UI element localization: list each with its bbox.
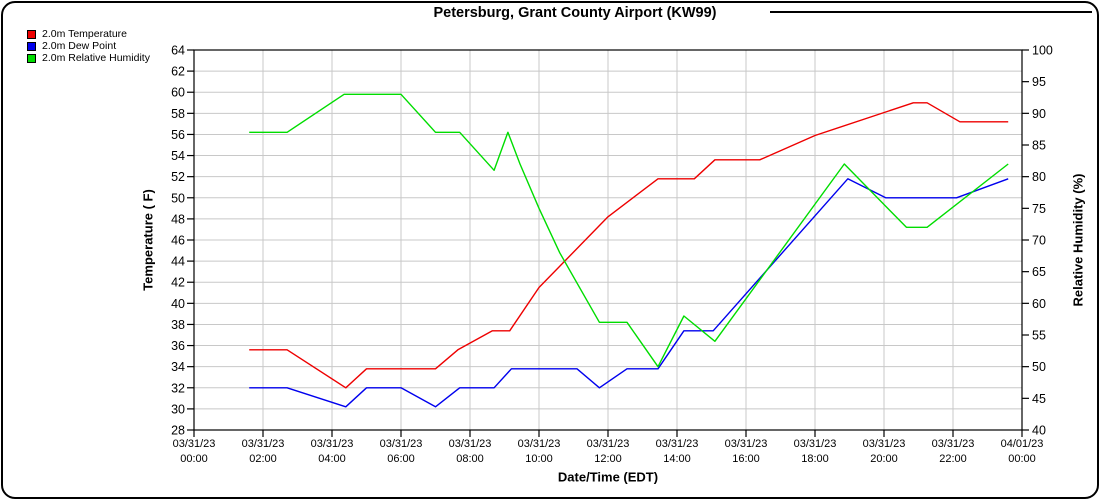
- left-tick-label: 38: [171, 318, 185, 332]
- x-tick-time-label: 22:00: [939, 453, 967, 465]
- x-tick-time-label: 14:00: [663, 453, 691, 465]
- legend-label: 2.0m Relative Humidity: [42, 52, 150, 64]
- x-tick-date-label: 03/31/23: [518, 438, 561, 450]
- x-tick-date-label: 03/31/23: [656, 438, 699, 450]
- x-tick-date-label: 04/01/23: [1001, 438, 1044, 450]
- x-tick-time-label: 18:00: [801, 453, 829, 465]
- right-tick-label: 90: [1032, 107, 1046, 121]
- right-tick-label: 40: [1032, 424, 1046, 438]
- x-axis-title: Date/Time (EDT): [557, 469, 659, 485]
- left-tick-label: 42: [171, 276, 185, 290]
- left-tick-label: 34: [171, 360, 185, 374]
- x-tick-time-label: 02:00: [249, 453, 277, 465]
- right-tick-label: 60: [1032, 297, 1046, 311]
- left-tick-label: 62: [171, 65, 185, 79]
- x-tick-date-label: 03/31/23: [587, 438, 630, 450]
- left-tick-label: 56: [171, 128, 185, 142]
- legend-label: 2.0m Temperature: [42, 28, 128, 40]
- x-tick-time-label: 08:00: [456, 453, 484, 465]
- right-tick-label: 95: [1032, 75, 1046, 89]
- page-title: Petersburg, Grant County Airport (KW99): [433, 5, 717, 21]
- series-line--m-relative-humidity: [249, 93, 1009, 368]
- x-tick-time-label: 04:00: [318, 453, 346, 465]
- x-tick-date-label: 03/31/23: [725, 438, 768, 450]
- x-tick-date-label: 03/31/23: [863, 438, 906, 450]
- x-tick-date-label: 03/31/23: [380, 438, 423, 450]
- left-tick-label: 60: [171, 86, 185, 100]
- legend-item: 2.0m Dew Point: [27, 40, 150, 52]
- left-tick-label: 58: [171, 107, 185, 121]
- left-tick-label: 50: [171, 191, 185, 205]
- x-tick-time-label: 00:00: [180, 453, 208, 465]
- right-tick-label: 45: [1032, 392, 1046, 406]
- left-tick-label: 44: [171, 255, 185, 269]
- legend: 2.0m Temperature 2.0m Dew Point 2.0m Relat…: [27, 28, 150, 64]
- right-tick-label: 50: [1032, 360, 1046, 374]
- legend-item: 2.0m Relative Humidity: [27, 52, 150, 64]
- left-tick-label: 52: [171, 170, 185, 184]
- left-tick-label: 54: [171, 149, 185, 163]
- x-tick-date-label: 03/31/23: [449, 438, 492, 450]
- x-tick-time-label: 12:00: [594, 453, 622, 465]
- right-tick-label: 80: [1032, 170, 1046, 184]
- left-tick-label: 30: [171, 402, 185, 416]
- left-tick-label: 48: [171, 212, 185, 226]
- left-tick-label: 36: [171, 339, 185, 353]
- x-tick-date-label: 03/31/23: [932, 438, 975, 450]
- left-tick-label: 32: [171, 381, 185, 395]
- header-rule: [770, 11, 1092, 13]
- legend-swatch-icon: [27, 29, 36, 39]
- left-tick-label: 46: [171, 234, 185, 248]
- x-tick-time-label: 06:00: [387, 453, 415, 465]
- x-tick-date-label: 03/31/23: [311, 438, 354, 450]
- legend-swatch-icon: [27, 41, 36, 51]
- x-tick-date-label: 03/31/23: [794, 438, 837, 450]
- legend-label: 2.0m Dew Point: [42, 40, 117, 52]
- right-tick-label: 85: [1032, 139, 1046, 153]
- left-tick-label: 40: [171, 297, 185, 311]
- left-tick-label: 28: [171, 424, 185, 438]
- x-tick-time-label: 10:00: [525, 453, 553, 465]
- x-tick-time-label: 20:00: [870, 453, 898, 465]
- series-line--m-temperature: [249, 102, 1009, 389]
- x-tick-date-label: 03/31/23: [173, 438, 216, 450]
- right-tick-label: 55: [1032, 329, 1046, 343]
- right-tick-label: 100: [1032, 44, 1053, 58]
- x-tick-date-label: 03/31/23: [242, 438, 285, 450]
- left-tick-label: 64: [171, 44, 185, 58]
- x-tick-time-label: 00:00: [1008, 453, 1036, 465]
- legend-item: 2.0m Temperature: [27, 28, 150, 40]
- series-line--m-dew-point: [249, 178, 1009, 408]
- right-tick-label: 75: [1032, 202, 1046, 216]
- right-tick-label: 70: [1032, 234, 1046, 248]
- legend-swatch-icon: [27, 53, 36, 63]
- right-tick-label: 65: [1032, 265, 1046, 279]
- x-tick-time-label: 16:00: [732, 453, 760, 465]
